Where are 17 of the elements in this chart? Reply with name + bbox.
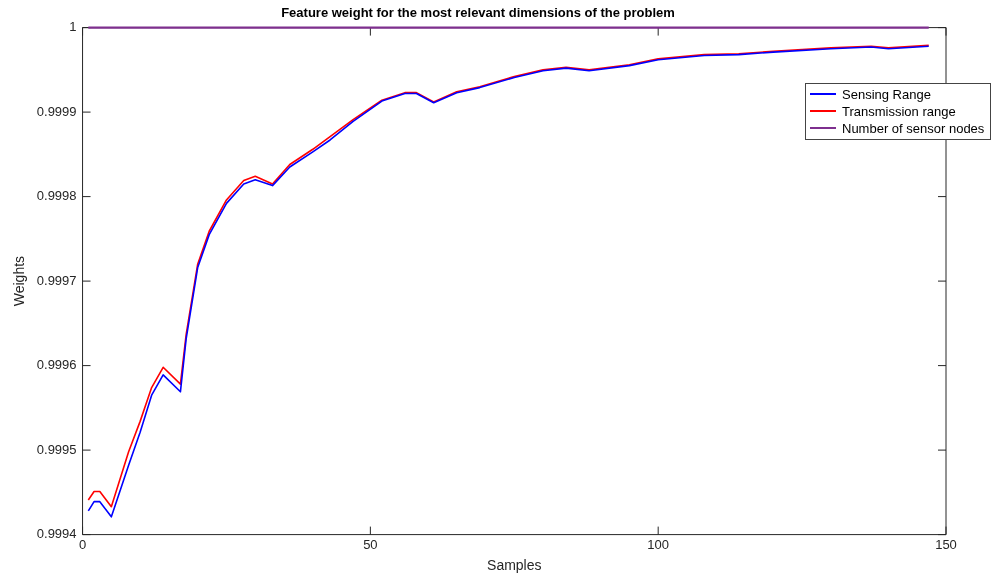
y-tick-label: 0.9995 — [36, 441, 77, 457]
x-axis-title: Samples — [487, 557, 542, 574]
x-tick-label: 100 — [647, 536, 670, 552]
y-axis-title: Weights — [11, 255, 28, 307]
x-tick-label: 0 — [78, 536, 87, 552]
chart-title: Feature weight for the most relevant dimensions of the problem — [281, 5, 675, 21]
x-tick-label: 50 — [363, 536, 378, 552]
y-tick-label: 1 — [69, 19, 77, 35]
legend-label: Transmission range — [842, 103, 956, 119]
y-tick-label: 0.9997 — [36, 272, 77, 288]
y-tick-label: 0.9998 — [36, 188, 77, 204]
legend-label: Sensing Range — [842, 86, 931, 102]
legend-label: Number of sensor nodes — [842, 120, 985, 136]
y-tick-label: 0.9996 — [36, 357, 77, 373]
y-tick-label: 0.9994 — [36, 526, 77, 542]
y-tick-label: 0.9999 — [36, 103, 77, 119]
x-tick-label: 150 — [935, 536, 957, 552]
